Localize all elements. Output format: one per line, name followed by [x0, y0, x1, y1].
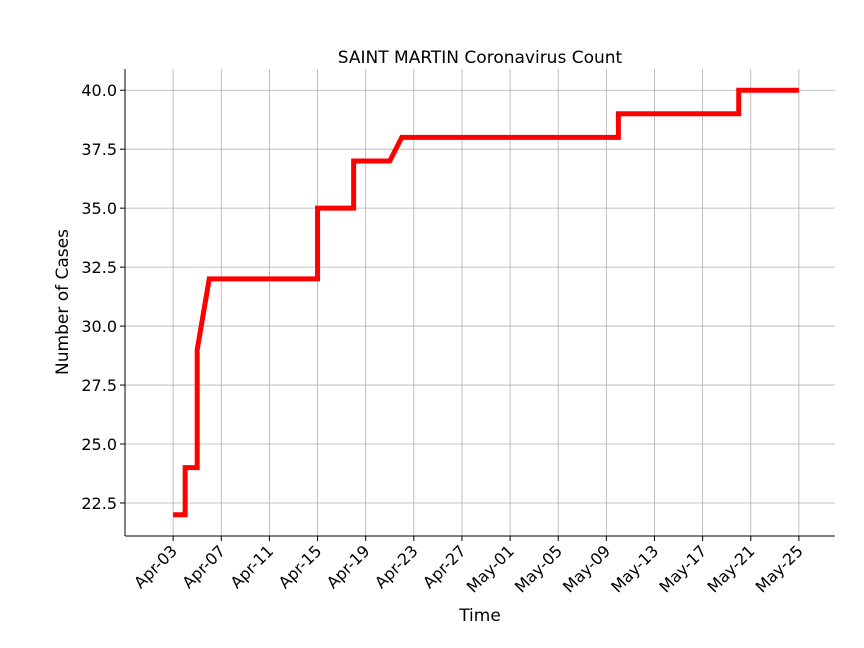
x-tick-label: Apr-15 — [275, 541, 326, 592]
x-tick-label: Apr-23 — [371, 541, 422, 592]
plot-area — [173, 87, 799, 518]
y-tick-label: 22.5 — [81, 494, 117, 513]
x-tick-label: May-25 — [752, 541, 807, 596]
chart-title: SAINT MARTIN Coronavirus Count — [338, 48, 623, 68]
x-tick-label: Apr-19 — [323, 541, 374, 592]
y-axis-label: Number of Cases — [53, 229, 73, 375]
y-tick-label: 37.5 — [81, 140, 117, 159]
x-tick-label: May-17 — [655, 541, 710, 596]
x-tick-label: May-09 — [559, 541, 614, 596]
y-tick-label: 27.5 — [81, 376, 117, 395]
x-tick-label: May-21 — [703, 541, 758, 596]
x-tick-label: Apr-11 — [226, 541, 277, 592]
y-tick-label: 40.0 — [81, 81, 117, 100]
y-tick-label: 25.0 — [81, 435, 117, 454]
grid — [125, 69, 835, 536]
x-tick-label: May-01 — [463, 541, 518, 596]
y-tick-label: 32.5 — [81, 258, 117, 277]
x-tick-label: May-13 — [607, 541, 662, 596]
y-tick-label: 30.0 — [81, 317, 117, 336]
x-tick-label: Apr-07 — [178, 541, 229, 592]
cases-line — [173, 87, 799, 518]
x-tick-label: Apr-03 — [130, 541, 181, 592]
y-tick-label: 35.0 — [81, 199, 117, 218]
x-tick-label: Apr-27 — [419, 541, 470, 592]
axes — [124, 69, 835, 537]
x-axis-label: Time — [458, 606, 501, 626]
ticks: Apr-03Apr-07Apr-11Apr-15Apr-19Apr-23Apr-… — [81, 81, 806, 596]
x-tick-label: May-05 — [511, 541, 566, 596]
